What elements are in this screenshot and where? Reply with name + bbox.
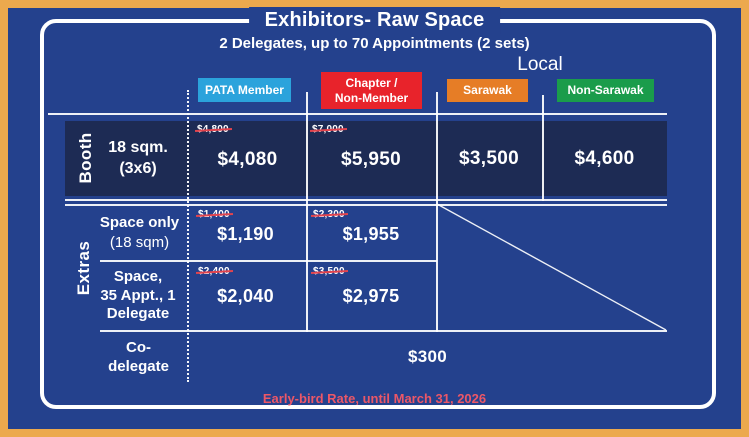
price-booth-pata: $4,080 bbox=[217, 149, 278, 170]
column-divider-chapter-sarawak bbox=[436, 92, 438, 332]
booth-bottom-divider-2 bbox=[65, 204, 667, 206]
early-bird-footnote: Early-bird Rate, until March 31, 2026 bbox=[262, 391, 487, 406]
original-price-space-appt-pata: $2,400 bbox=[198, 266, 230, 277]
price-booth-non-sarawak: $4,600 bbox=[574, 147, 635, 169]
row-label-booth-18sqm: 18 sqm. (3x6) bbox=[90, 121, 186, 196]
page-title: Exhibitors- Raw Space bbox=[248, 7, 501, 34]
column-divider-pata-chapter bbox=[306, 92, 308, 332]
row-label-line1: Space, bbox=[113, 267, 163, 285]
original-price-booth-pata: $4,800 bbox=[197, 124, 229, 135]
label-column-dotted-divider bbox=[187, 90, 189, 382]
column-divider-sarawak-nonsarawak bbox=[542, 95, 544, 201]
co-delegate-row-divider bbox=[100, 330, 667, 332]
column-header-label: Non-Sarawak bbox=[567, 83, 644, 98]
price-space-only-chapter: $1,955 bbox=[342, 223, 400, 244]
price-booth-chapter: $5,950 bbox=[341, 149, 401, 170]
price-space-appt-chapter: $2,975 bbox=[342, 285, 400, 306]
row-label-line1: Space only bbox=[99, 214, 180, 231]
row-label-space-only: Space only (18 sqm) bbox=[92, 205, 187, 260]
price-space-only-pata: $1,190 bbox=[217, 223, 274, 244]
column-header-non-sarawak: Non-Sarawak bbox=[557, 79, 654, 102]
row-label-space-appt-delegate: Space, 35 Appt., 1 Delegate bbox=[88, 262, 188, 330]
column-header-label: Sarawak bbox=[463, 83, 512, 98]
original-price-booth-chapter: $7,000 bbox=[312, 124, 344, 135]
local-group-label: Local bbox=[517, 54, 563, 75]
original-price-space-only-chapter: $2,300 bbox=[313, 209, 345, 220]
page-subtitle: 2 Delegates, up to 70 Appointments (2 se… bbox=[219, 35, 530, 52]
price-booth-sarawak: $3,500 bbox=[459, 147, 519, 169]
extras-row-divider bbox=[100, 260, 437, 262]
column-header-label-line2: Non-Member bbox=[334, 90, 409, 105]
row-label-line2: 35 Appt., 1 bbox=[100, 286, 176, 304]
row-label-line2: (18 sqm) bbox=[109, 233, 170, 251]
row-label-line1: Co- bbox=[126, 338, 151, 356]
column-header-sarawak: Sarawak bbox=[447, 79, 528, 102]
original-price-space-appt-chapter: $3,500 bbox=[313, 266, 345, 277]
column-header-pata-member: PATA Member bbox=[198, 78, 291, 102]
booth-row-background bbox=[65, 121, 667, 196]
row-label-co-delegate: Co- delegate bbox=[90, 333, 187, 381]
row-label-line1: 18 sqm. bbox=[108, 138, 168, 156]
column-header-chapter-non-member: Chapter / Non-Member bbox=[321, 72, 422, 109]
column-header-label-line1: Chapter / bbox=[345, 76, 398, 91]
table-top-divider bbox=[48, 113, 667, 115]
row-label-line3: Delegate bbox=[106, 305, 170, 323]
price-space-appt-pata: $2,040 bbox=[217, 285, 274, 306]
not-applicable-diagonal-line bbox=[436, 203, 667, 331]
column-header-label: PATA Member bbox=[205, 82, 284, 97]
booth-bottom-divider-1 bbox=[65, 199, 667, 201]
price-co-delegate-all-columns: $300 bbox=[407, 347, 448, 366]
row-label-line2: delegate bbox=[108, 358, 169, 375]
original-price-space-only-pata: $1,400 bbox=[198, 209, 230, 220]
row-label-line2: (3x6) bbox=[119, 159, 157, 177]
